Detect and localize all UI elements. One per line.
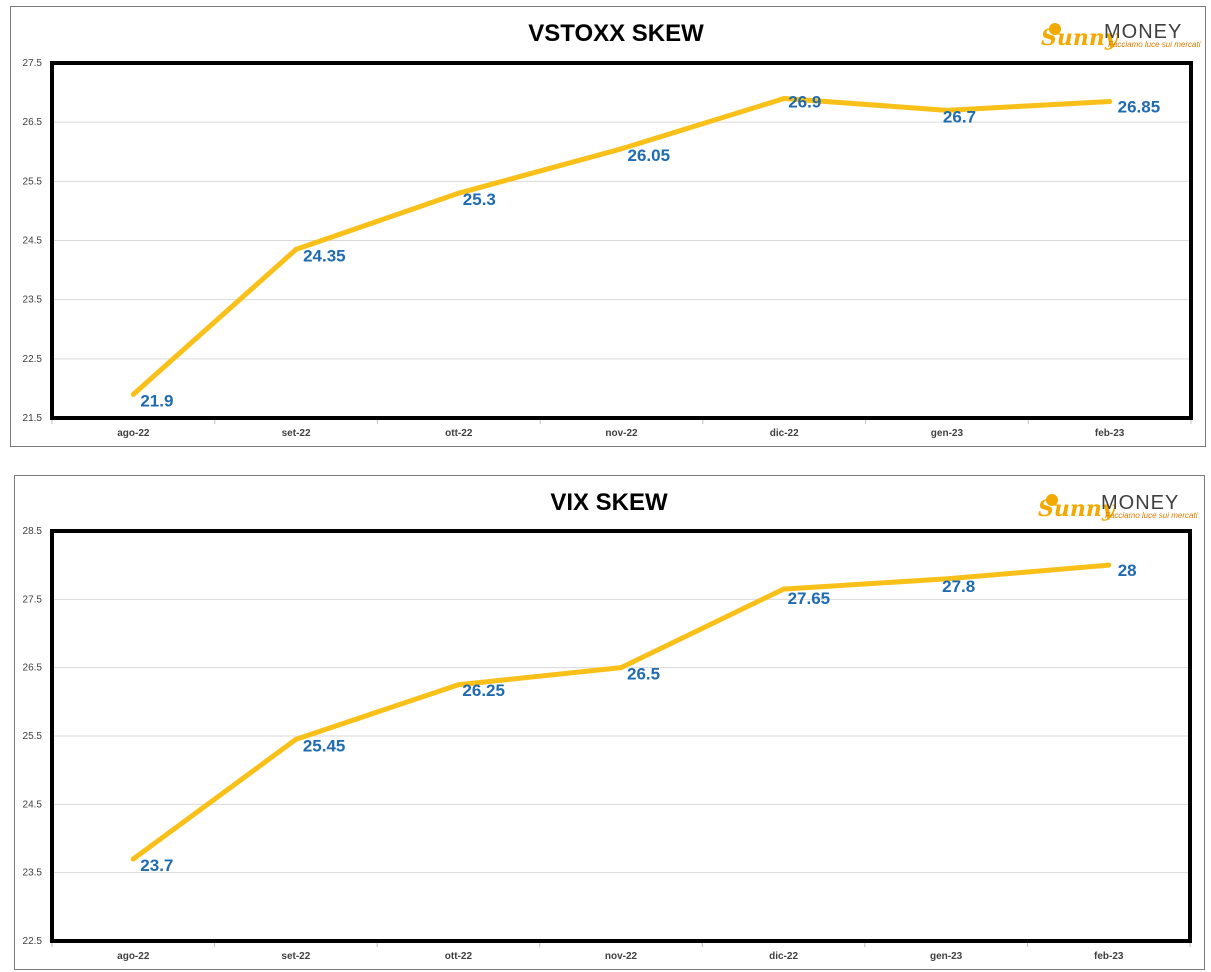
data-label: 28: [1118, 561, 1137, 580]
y-tick-label: 26.5: [23, 117, 43, 128]
data-label: 26.25: [462, 681, 505, 700]
chart-title: VIX SKEW: [550, 489, 668, 516]
x-tick-label: gen-23: [931, 428, 964, 439]
data-point: [943, 576, 949, 582]
data-point: [1107, 98, 1113, 104]
data-point: [130, 856, 136, 862]
data-point: [293, 246, 299, 252]
y-tick-label: 25.5: [23, 731, 43, 742]
chart-title: VSTOXX SKEW: [528, 20, 704, 47]
data-point: [456, 190, 462, 196]
logo-name-part1: Sunny: [1041, 25, 1120, 51]
x-tick-label: ott-22: [445, 951, 473, 962]
data-point: [618, 665, 624, 671]
vix-skew-chart-panel: VIX SKEW Sunny MONEY Facciamo luce sui merc…: [14, 475, 1205, 970]
logo-tagline: Facciamo luce sui mercati: [1108, 40, 1201, 49]
x-tick-label: ago-22: [117, 951, 150, 962]
data-point: [455, 682, 461, 688]
data-label: 24.35: [303, 246, 346, 265]
y-tick-label: 25.5: [23, 176, 43, 187]
logo-tagline: Facciamo luce sui mercati: [1105, 511, 1198, 520]
data-label: 26.9: [788, 93, 821, 112]
logo-name-part1: Sunny: [1038, 496, 1117, 522]
x-tick-label: set-22: [281, 951, 310, 962]
x-tick-label: ago-22: [117, 428, 150, 439]
y-tick-label: 26.5: [23, 663, 43, 674]
x-tick-label: feb-23: [1094, 951, 1124, 962]
data-point: [619, 146, 624, 152]
data-label: 26.85: [1118, 97, 1161, 116]
data-label: 25.3: [463, 190, 496, 209]
y-tick-label: 23.5: [23, 868, 43, 879]
y-tick-label: 22.5: [23, 354, 43, 365]
series-line: [130, 96, 1113, 397]
data-point: [944, 107, 950, 113]
data-label: 27.65: [788, 589, 831, 608]
logo-name-part2: MONEY: [1104, 21, 1182, 43]
series-line: [130, 562, 1112, 862]
data-label: 26.7: [943, 107, 976, 126]
data-point: [781, 586, 787, 592]
y-tick-label: 21.5: [23, 413, 43, 424]
y-tick-label: 24.5: [23, 799, 43, 810]
y-tick-label: 27.5: [23, 58, 43, 69]
plot-area-frame: [50, 61, 1193, 420]
y-tick-label: 24.5: [23, 236, 43, 247]
data-label: 25.45: [303, 736, 346, 755]
sun-icon: [1049, 23, 1061, 35]
y-tick-label: 27.5: [23, 594, 43, 605]
x-tick-label: dic-22: [770, 428, 799, 439]
y-tick-label: 22.5: [23, 936, 43, 947]
x-tick-label: dic-22: [769, 951, 798, 962]
logo-name-part2: MONEY: [1101, 492, 1179, 514]
y-tick-label: 23.5: [23, 295, 43, 306]
data-label: 26.5: [627, 665, 660, 684]
x-tick-label: set-22: [282, 428, 311, 439]
vstoxx-skew-chart-panel: VSTOXX SKEW Sunny MONEY Facciamo luce sui m…: [10, 6, 1206, 447]
data-point: [130, 391, 136, 397]
data-label: 27.8: [942, 577, 975, 596]
data-label: 23.7: [140, 856, 173, 875]
data-point: [1106, 562, 1112, 568]
data-label: 21.9: [140, 391, 173, 410]
x-tick-label: nov-22: [605, 428, 638, 439]
data-label: 26.05: [628, 146, 671, 165]
data-point: [781, 96, 787, 101]
x-tick-label: nov-22: [605, 951, 638, 962]
x-tick-label: gen-23: [930, 951, 963, 962]
x-tick-label: feb-23: [1095, 428, 1125, 439]
plot-area-frame: [50, 529, 1192, 943]
x-tick-label: ott-22: [445, 428, 473, 439]
sun-icon: [1046, 494, 1058, 506]
data-point: [293, 736, 299, 742]
y-tick-label: 28.5: [23, 526, 43, 537]
